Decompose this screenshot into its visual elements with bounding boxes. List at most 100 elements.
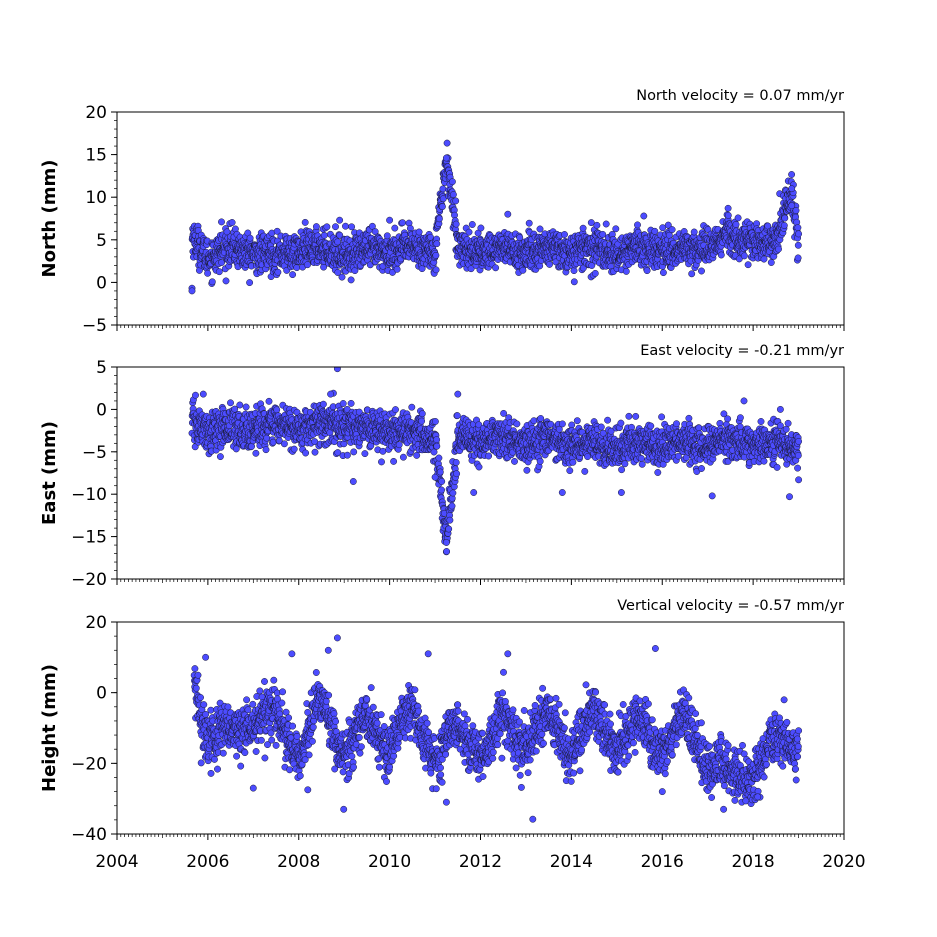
data-point: [561, 231, 568, 238]
data-point: [361, 450, 369, 458]
data-point: [465, 228, 473, 236]
data-point: [794, 241, 802, 249]
data-point: [399, 219, 406, 227]
data-point: [587, 219, 595, 227]
data-point: [665, 231, 673, 239]
y-tick-label: 10: [85, 188, 107, 208]
data-point: [435, 215, 443, 223]
data-point: [654, 469, 662, 476]
y-tick-label: 0: [96, 273, 107, 293]
data-point: [415, 228, 423, 236]
outlier-point: [218, 218, 225, 226]
data-point: [690, 228, 698, 236]
data-point: [724, 211, 732, 219]
data-point: [794, 224, 802, 232]
scatter-points-north: [188, 139, 803, 295]
data-point: [350, 448, 358, 456]
data-point: [604, 416, 612, 424]
data-point: [734, 214, 742, 222]
data-point: [581, 467, 589, 475]
data-point: [228, 219, 236, 226]
data-point: [449, 489, 457, 497]
data-point: [632, 412, 640, 420]
data-point: [536, 457, 544, 465]
data-point: [638, 460, 646, 468]
data-point: [265, 397, 273, 405]
data-point: [537, 415, 545, 422]
data-point: [222, 277, 230, 285]
outlier-point: [188, 287, 196, 295]
data-point: [304, 261, 311, 269]
data-point: [338, 273, 346, 281]
data-point: [393, 265, 401, 273]
data-point: [448, 178, 456, 186]
data-point: [343, 451, 351, 459]
data-point: [485, 452, 493, 460]
data-point: [347, 399, 355, 407]
data-point: [436, 468, 444, 476]
data-point: [433, 436, 441, 444]
data-point: [347, 276, 355, 284]
data-point: [647, 422, 655, 430]
data-point: [452, 220, 460, 228]
data-point: [468, 221, 476, 228]
data-point: [273, 406, 281, 414]
data-point: [274, 268, 282, 276]
data-point: [651, 227, 659, 235]
data-point: [236, 401, 244, 409]
data-point: [618, 466, 626, 474]
data-point: [659, 269, 667, 277]
data-point: [435, 454, 443, 462]
y-axis-label: North (mm): [39, 160, 60, 278]
scatter-points-east: [188, 367, 803, 556]
data-point: [252, 449, 260, 457]
data-point: [492, 264, 500, 272]
data-point: [658, 413, 666, 421]
data-point: [192, 391, 199, 399]
data-point: [781, 214, 789, 222]
data-point: [332, 223, 339, 231]
data-point: [744, 261, 752, 269]
data-point: [599, 230, 607, 238]
data-point: [320, 231, 328, 239]
data-point: [273, 227, 281, 235]
data-point: [597, 423, 605, 431]
data-point: [443, 548, 451, 555]
data-point: [378, 458, 385, 466]
data-point: [433, 240, 441, 248]
data-point: [312, 223, 320, 231]
data-point: [536, 225, 544, 233]
data-point: [348, 223, 356, 231]
data-point: [432, 251, 440, 259]
data-point: [453, 470, 461, 478]
outlier-point: [442, 154, 450, 162]
data-point: [215, 268, 223, 276]
data-point: [289, 271, 297, 279]
data-point: [446, 516, 454, 524]
data-point: [392, 406, 399, 414]
data-point: [371, 228, 379, 236]
data-point: [453, 412, 461, 420]
data-point: [732, 221, 740, 228]
data-point: [573, 417, 581, 425]
y-tick-label: −5: [82, 316, 107, 336]
data-point: [525, 219, 533, 227]
data-point: [290, 445, 298, 453]
data-point: [452, 459, 460, 466]
data-point: [591, 269, 599, 277]
data-point: [368, 222, 376, 230]
data-point: [569, 458, 577, 466]
data-point: [391, 224, 399, 232]
data-point: [208, 278, 216, 286]
data-point: [319, 400, 327, 408]
data-point: [795, 230, 803, 238]
data-point: [688, 270, 696, 278]
y-tick-label: 5: [96, 231, 107, 251]
data-point: [413, 451, 421, 459]
data-point: [246, 234, 254, 242]
data-point: [760, 255, 768, 263]
data-point: [500, 409, 508, 417]
data-point: [780, 222, 788, 229]
data-point: [602, 220, 610, 228]
